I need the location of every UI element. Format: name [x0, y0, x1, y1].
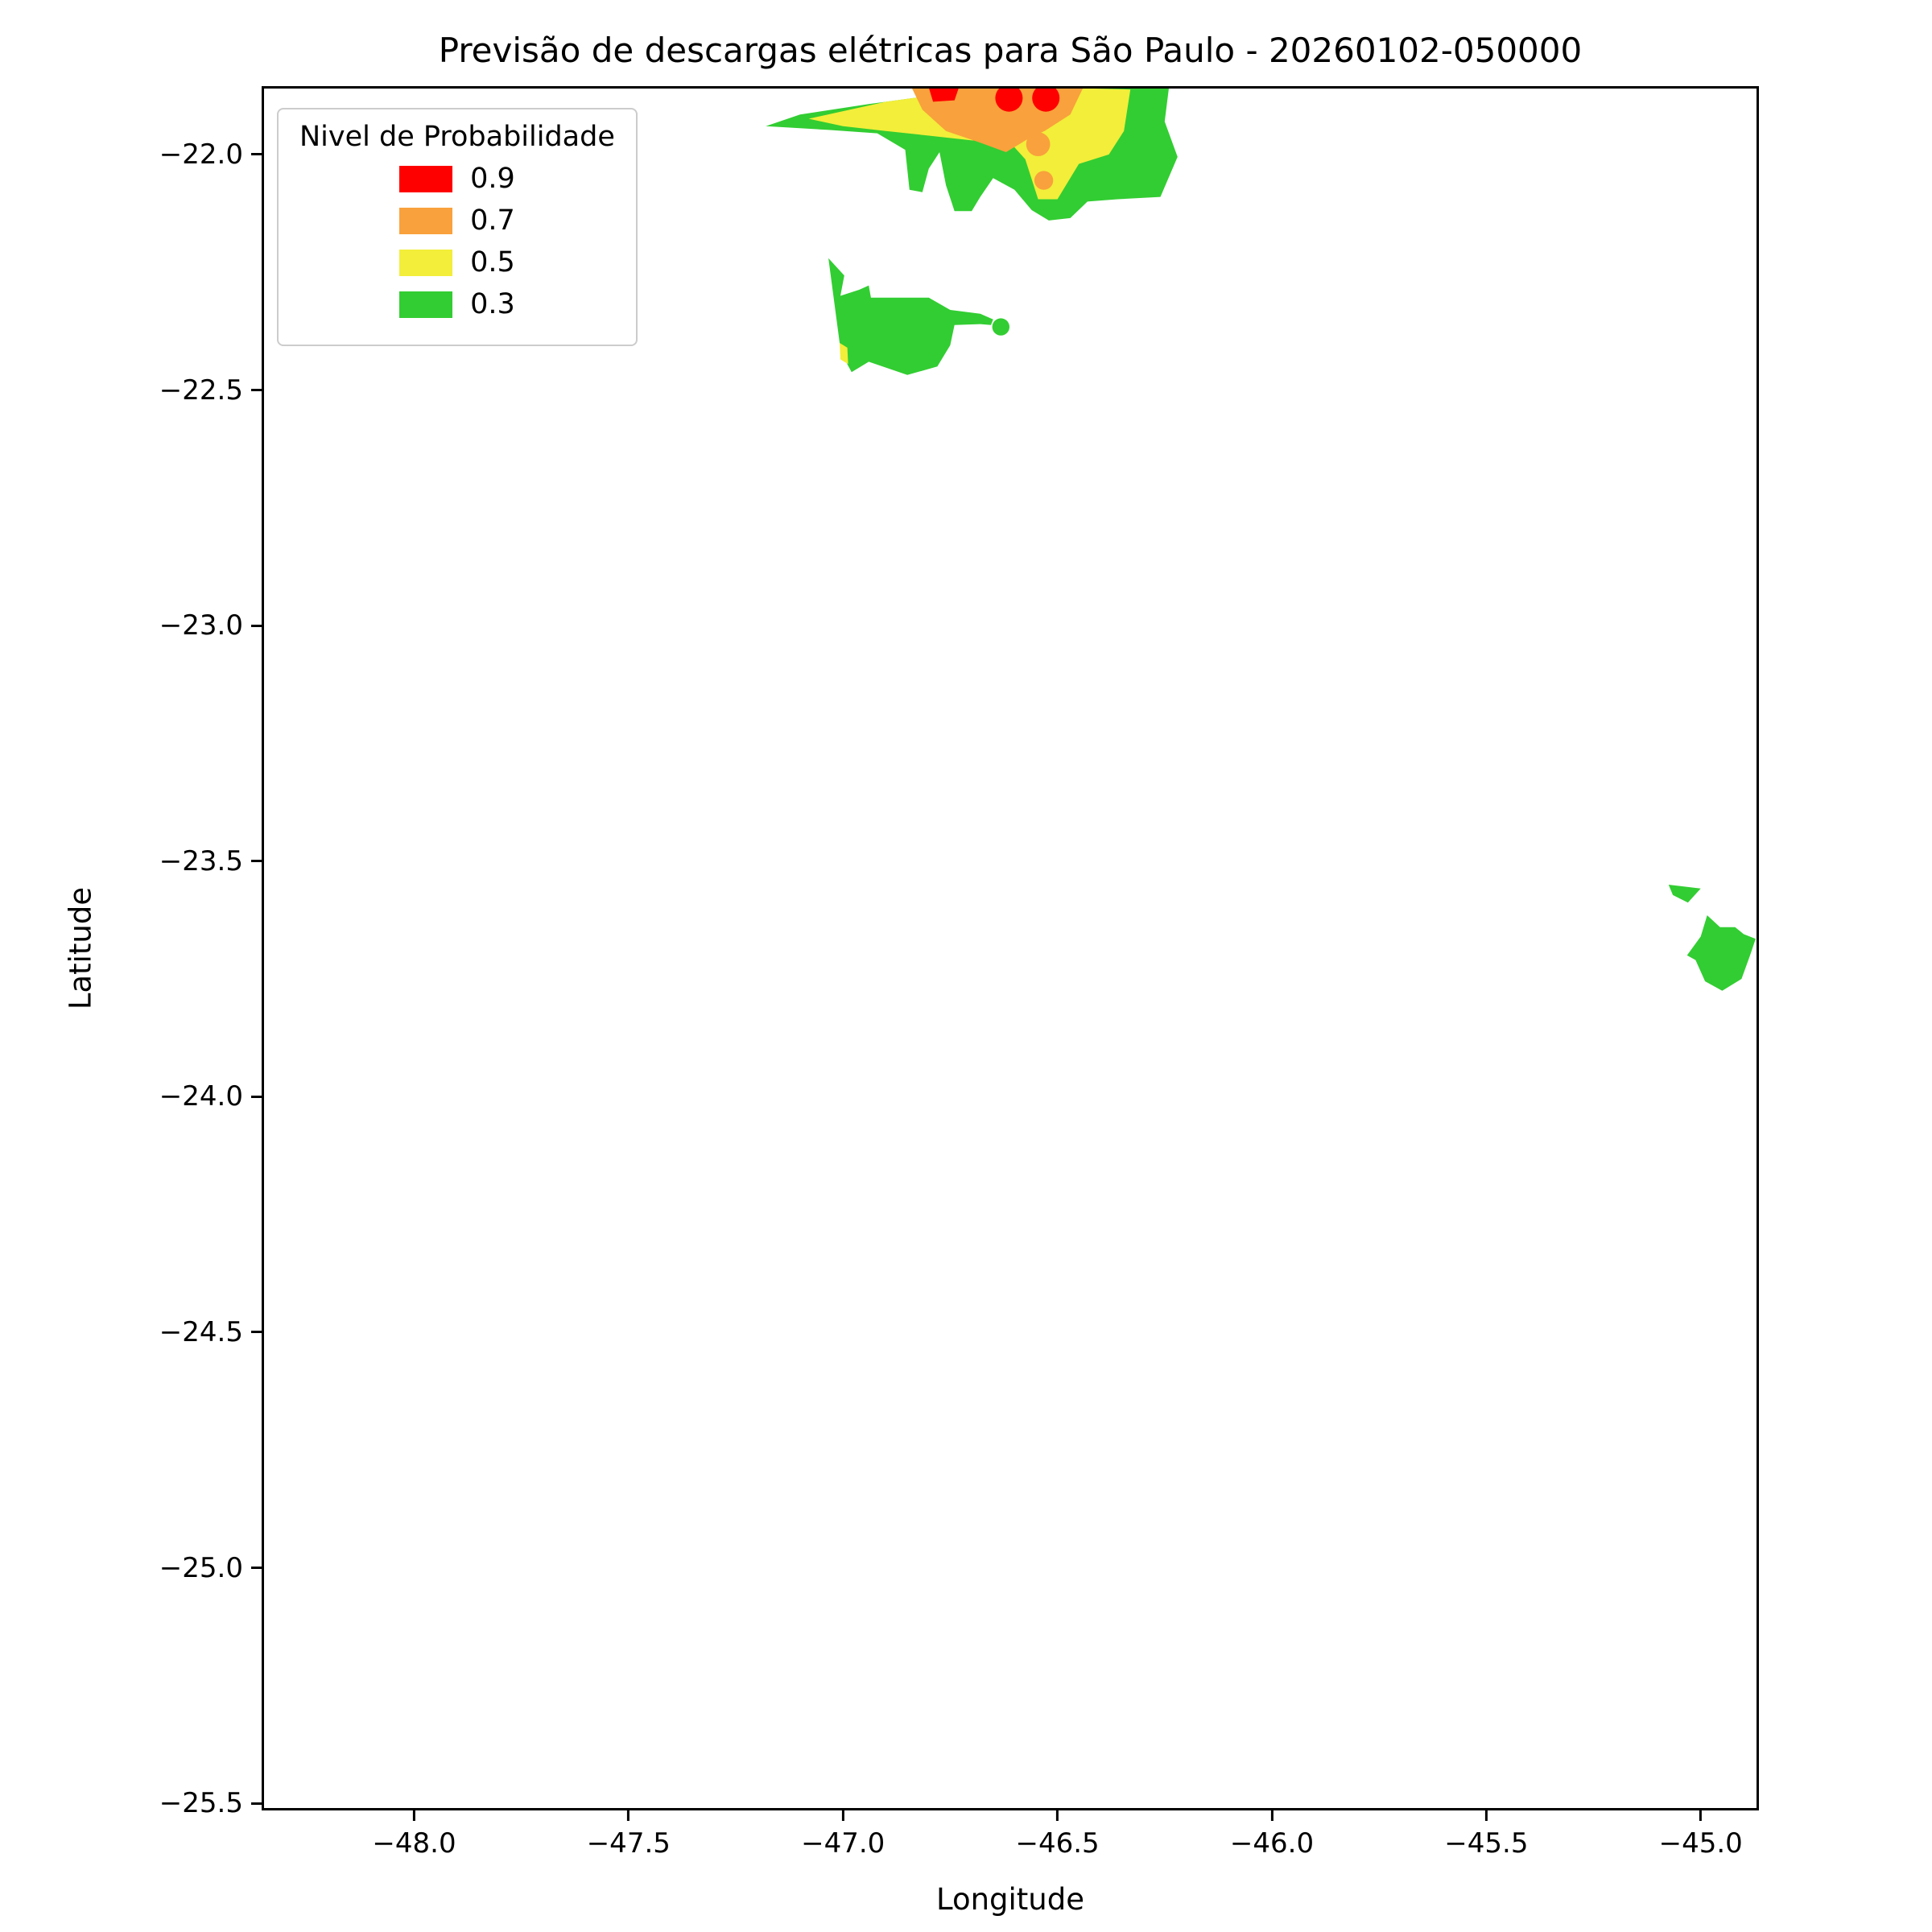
x-tick-mark [841, 1810, 844, 1821]
y-tick-−25.0: −25.0 [159, 1552, 262, 1584]
contour-region-central-yellow-speck [840, 343, 848, 365]
x-ticks: −48.0 −47.5 −47.0 −46.5 −46.0 −45.5 −45.0 [264, 1810, 1757, 1867]
y-tick-−24.0: −24.0 [159, 1080, 262, 1113]
legend-entries: 0.9 0.7 0.5 0.3 [399, 163, 515, 320]
y-tick-−23.5: −23.5 [159, 845, 262, 877]
y-tick-−22.0: −22.0 [159, 138, 262, 171]
contour-marker-north-red-dot-east [1032, 89, 1060, 112]
y-tick-mark [251, 153, 262, 156]
x-tick-−46.0: −46.0 [1230, 1810, 1314, 1860]
x-tick-−45.5: −45.5 [1444, 1810, 1528, 1860]
contour-region-north-red-patch [929, 89, 959, 102]
x-axis-label: Longitude [935, 1882, 1085, 1917]
y-tick-mark [251, 624, 262, 627]
contour-marker-north-orange-dot-small [1034, 171, 1054, 190]
y-ticks: −22.0 −22.5 −23.0 −23.5 −24.0 −24.5 −25.0 −25.5 [0, 89, 262, 1819]
legend: Nivel de Probabilidade 0.9 0.7 0.5 0.3 [277, 108, 638, 346]
legend-label: 0.5 [470, 246, 515, 279]
legend-label: 0.3 [470, 288, 515, 320]
y-tick-mark [251, 860, 262, 863]
contour-marker-north-red-dot-west [995, 89, 1023, 112]
legend-swatch-icon [399, 249, 453, 276]
chart-title: Previsão de descargas elétricas para São… [438, 31, 1583, 70]
contour-svg [766, 89, 1756, 991]
legend-label: 0.9 [470, 163, 515, 195]
x-tick-−47.0: −47.0 [801, 1810, 885, 1860]
x-tick-mark [1484, 1810, 1488, 1821]
x-tick-mark [1270, 1810, 1274, 1821]
x-tick-−46.5: −46.5 [1015, 1810, 1100, 1860]
x-tick-label: −47.5 [586, 1827, 671, 1860]
legend-swatch-icon [399, 165, 453, 192]
y-tick-mark [251, 1331, 262, 1334]
x-tick-label: −48.0 [372, 1827, 456, 1860]
x-tick-label: −46.0 [1229, 1827, 1315, 1860]
x-tick-label: −46.5 [1015, 1827, 1100, 1860]
y-tick-label: −24.5 [159, 1315, 243, 1348]
y-tick-mark [251, 389, 262, 391]
y-tick-label: −23.5 [159, 844, 243, 877]
y-tick-−23.0: −23.0 [159, 609, 262, 642]
y-tick-label: −23.0 [159, 609, 243, 642]
y-tick-label: −22.0 [159, 138, 243, 171]
x-tick-mark [1056, 1810, 1059, 1821]
x-tick-mark [627, 1810, 630, 1821]
x-tick-mark [412, 1810, 415, 1821]
y-tick-−25.5: −25.5 [159, 1787, 262, 1819]
y-tick-mark [251, 1095, 262, 1098]
y-tick-−24.5: −24.5 [159, 1316, 262, 1348]
legend-entry-0.7: 0.7 [399, 204, 515, 237]
y-tick-label: −24.0 [159, 1080, 243, 1113]
y-axis-label: Latitude [63, 886, 98, 1010]
contour-region-east-green-sliver [1668, 885, 1701, 903]
legend-swatch-icon [399, 291, 453, 318]
contour-marker-north-orange-dot-large [1026, 132, 1051, 156]
x-tick-−45.0: −45.0 [1659, 1810, 1743, 1860]
contour-region-east-green [1686, 915, 1756, 991]
x-tick-label: −45.0 [1658, 1827, 1743, 1860]
legend-entry-0.9: 0.9 [399, 163, 515, 195]
legend-swatch-icon [399, 207, 453, 234]
legend-title: Nivel de Probabilidade [299, 121, 615, 153]
legend-label: 0.7 [470, 204, 515, 237]
y-tick-−22.5: −22.5 [159, 374, 262, 407]
x-tick-label: −45.5 [1444, 1827, 1529, 1860]
y-tick-mark [251, 1567, 262, 1569]
y-tick-label: −22.5 [159, 374, 243, 407]
y-tick-label: −25.0 [159, 1551, 243, 1584]
x-tick-label: −47.0 [801, 1827, 886, 1860]
y-tick-label: −25.5 [159, 1787, 243, 1820]
plot-area: Nivel de Probabilidade 0.9 0.7 0.5 0.3 [262, 86, 1759, 1810]
contour-marker-central-green-dot [992, 318, 1009, 336]
contour-region-central-green [828, 258, 993, 375]
y-tick-mark [251, 1802, 262, 1805]
x-tick-−48.0: −48.0 [372, 1810, 456, 1860]
legend-entry-0.3: 0.3 [399, 288, 515, 320]
legend-entry-0.5: 0.5 [399, 246, 515, 279]
x-tick-mark [1699, 1810, 1703, 1821]
x-tick-−47.5: −47.5 [587, 1810, 671, 1860]
